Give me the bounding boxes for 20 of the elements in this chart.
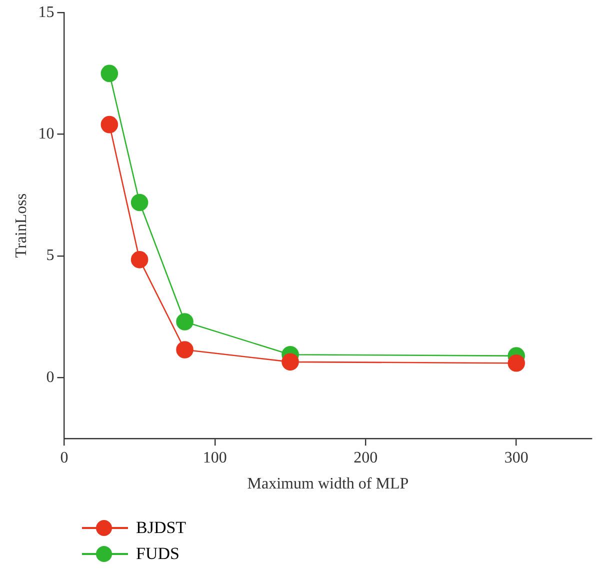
- y-tick-label: 15: [38, 4, 54, 21]
- point: [100, 116, 118, 134]
- point: [508, 354, 525, 372]
- x-tick-label: 0: [60, 449, 68, 466]
- point: [176, 341, 194, 358]
- x-axis-title: Maximum width of MLP: [247, 476, 409, 493]
- y-tick-label: 0: [46, 368, 54, 386]
- point: [130, 251, 148, 268]
- y-axis-title: TrainLoss: [12, 193, 30, 258]
- x-tick-label: 200: [354, 449, 378, 466]
- x-tick-label: 100: [202, 449, 227, 466]
- legend-label: BJDST: [136, 518, 186, 538]
- point: [176, 313, 194, 330]
- x-tick-label: 300: [504, 449, 528, 466]
- point: [100, 64, 118, 82]
- y-tick-label: 5: [46, 247, 54, 264]
- legend-label: FUDS: [136, 544, 180, 564]
- point: [130, 194, 148, 212]
- point: [282, 353, 299, 371]
- y-tick-label: 10: [38, 126, 54, 143]
